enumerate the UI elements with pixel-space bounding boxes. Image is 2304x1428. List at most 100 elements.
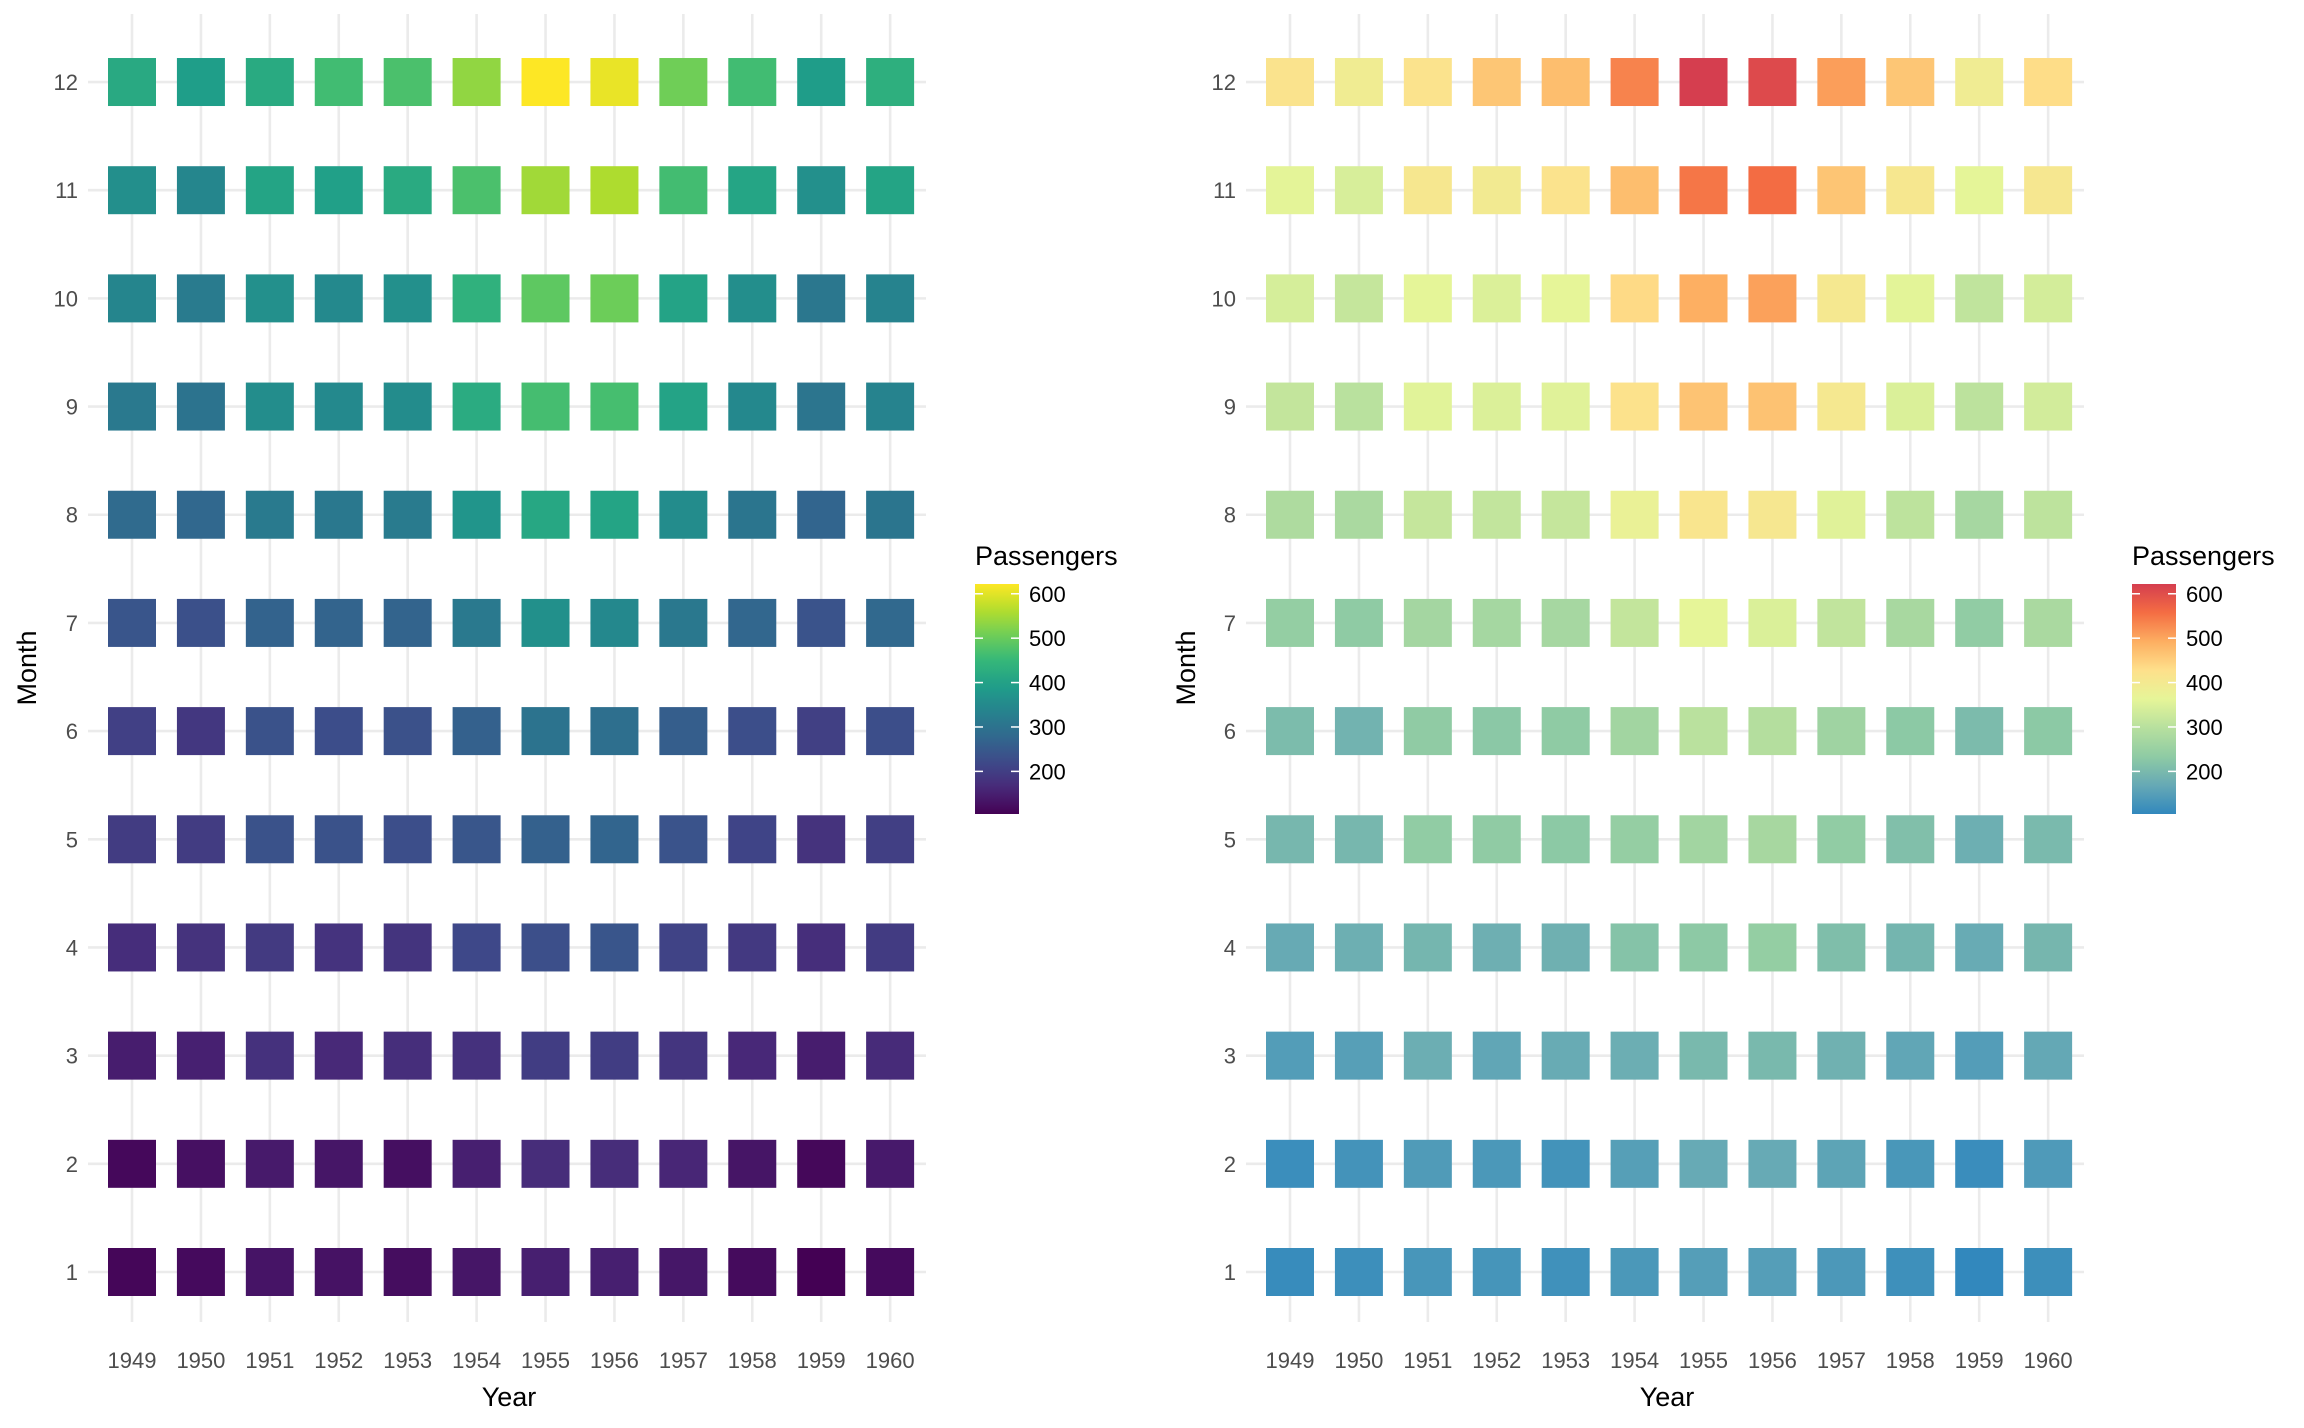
heatmap-tile: [1610, 274, 1659, 323]
heatmap-tile: [1472, 490, 1521, 539]
heatmap-tile: [2024, 1031, 2073, 1080]
heatmap-tile: [108, 707, 156, 756]
heatmap-tile: [108, 490, 156, 539]
heatmap-tile: [1334, 58, 1383, 107]
heatmap-tile: [2024, 1139, 2073, 1188]
heatmap-tile: [521, 598, 570, 647]
heatmap-tile: [1541, 1139, 1590, 1188]
heatmap-tile: [659, 58, 708, 107]
heatmap-tile: [1748, 58, 1797, 107]
heatmap-tile: [1748, 274, 1797, 323]
heatmap-tile: [521, 707, 570, 756]
heatmap-tile: [1472, 166, 1521, 215]
heatmap-tile: [590, 923, 639, 972]
heatmap-tile: [176, 490, 225, 539]
heatmap-tile: [1266, 490, 1314, 539]
heatmap-tile: [1334, 1248, 1383, 1296]
heatmap-tile: [383, 58, 432, 107]
heatmap-tile: [1610, 58, 1659, 107]
heatmap-tile: [176, 166, 225, 215]
y-axis-title: Month: [1171, 630, 1201, 705]
heatmap-tile: [108, 923, 156, 972]
heatmap-tile: [176, 1031, 225, 1080]
heatmap-tile: [1679, 382, 1728, 431]
legend-tick-label: 600: [1029, 582, 1066, 607]
heatmap-tile: [521, 58, 570, 107]
heatmap-tile: [108, 1248, 156, 1296]
heatmap-tile: [797, 598, 846, 647]
heatmap-tile: [1403, 1248, 1452, 1296]
heatmap-tile: [1955, 1139, 2004, 1188]
heatmap-tile: [797, 490, 846, 539]
x-tick-label: 1956: [590, 1348, 639, 1373]
heatmap-tile: [866, 598, 915, 647]
legend-tick-label: 500: [1029, 626, 1066, 651]
y-tick-label: 3: [66, 1044, 78, 1069]
heatmap-tile: [1955, 166, 2004, 215]
heatmap-tile: [1679, 490, 1728, 539]
heatmap-tile: [1817, 490, 1866, 539]
heatmap-tile: [590, 58, 639, 107]
heatmap-tile: [1472, 923, 1521, 972]
heatmap-tile: [1334, 166, 1383, 215]
heatmap-tile: [1334, 490, 1383, 539]
y-tick-label: 1: [66, 1260, 78, 1285]
x-tick-label: 1952: [314, 1348, 363, 1373]
heatmap-tile: [314, 382, 363, 431]
heatmap-tile: [797, 815, 846, 864]
heatmap-tile: [1886, 274, 1935, 323]
heatmap-tile: [1817, 1031, 1866, 1080]
y-tick-label: 9: [1224, 395, 1236, 420]
heatmap-tile: [314, 598, 363, 647]
heatmap-tile: [1266, 598, 1314, 647]
heatmap-tile: [1266, 707, 1314, 756]
heatmap-tile: [1472, 1031, 1521, 1080]
heatmap-tile: [383, 598, 432, 647]
heatmap-tile: [1610, 1248, 1659, 1296]
heatmap-tile: [1679, 1248, 1728, 1296]
heatmap-tile: [1610, 166, 1659, 215]
heatmap-tile: [1541, 58, 1590, 107]
heatmap-tile: [108, 1139, 156, 1188]
heatmap-tile: [797, 1139, 846, 1188]
heatmap-tile: [1817, 707, 1866, 756]
x-tick-label: 1953: [1541, 1348, 1590, 1373]
x-tick-label: 1960: [2024, 1348, 2073, 1373]
heatmap-tile: [1266, 1139, 1314, 1188]
heatmap-tile: [1334, 1139, 1383, 1188]
heatmap-tile: [1748, 490, 1797, 539]
heatmap-tile: [2024, 707, 2073, 756]
heatmap-tile: [1403, 707, 1452, 756]
heatmap-tile: [1886, 382, 1935, 431]
heatmap-tile: [1403, 1139, 1452, 1188]
y-tick-label: 4: [66, 935, 78, 960]
heatmap-tile: [452, 923, 501, 972]
heatmap-tile: [1403, 1031, 1452, 1080]
heatmap-tile: [728, 598, 777, 647]
legend-tick-label: 300: [1029, 715, 1066, 740]
x-tick-label: 1949: [108, 1348, 157, 1373]
heatmap-tile: [1610, 382, 1659, 431]
x-tick-label: 1950: [1334, 1348, 1383, 1373]
heatmap-tile: [1748, 1248, 1797, 1296]
heatmap-tile: [728, 382, 777, 431]
heatmap-tile: [728, 1139, 777, 1188]
heatmap-tile: [590, 1139, 639, 1188]
heatmap-tile: [383, 1139, 432, 1188]
y-tick-label: 12: [54, 70, 78, 95]
heatmap-tile: [866, 490, 915, 539]
y-tick-label: 5: [66, 827, 78, 852]
heatmap-tile: [2024, 598, 2073, 647]
heatmap-tile: [452, 598, 501, 647]
heatmap-tile: [383, 923, 432, 972]
heatmap-tile: [1334, 923, 1383, 972]
x-tick-label: 1959: [1955, 1348, 2004, 1373]
heatmap-tile: [383, 274, 432, 323]
heatmap-tile: [383, 1248, 432, 1296]
heatmap-tile: [108, 382, 156, 431]
heatmap-tile: [176, 382, 225, 431]
heatmap-tile: [1403, 166, 1452, 215]
heatmap-tile: [1748, 923, 1797, 972]
heatmap-tile: [659, 490, 708, 539]
heatmap-tile: [1541, 923, 1590, 972]
